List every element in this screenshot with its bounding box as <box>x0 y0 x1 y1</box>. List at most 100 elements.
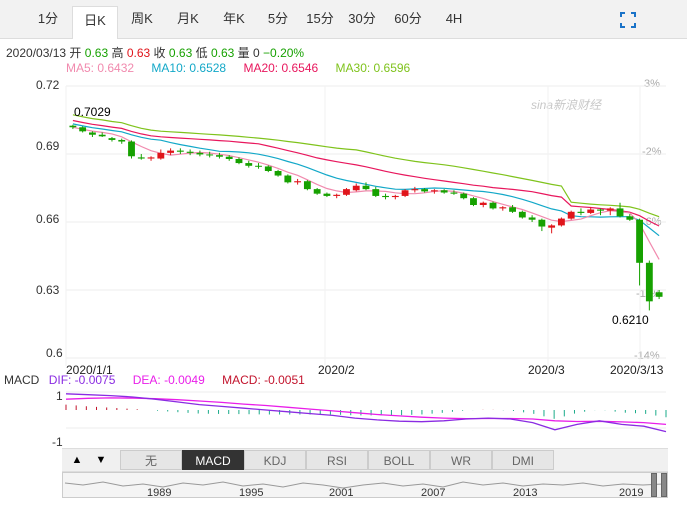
candle-body <box>196 152 204 155</box>
high-value: 0.63 <box>126 46 151 60</box>
candle-body <box>98 134 106 137</box>
ma10-legend: MA10: 0.6528 <box>151 61 227 75</box>
x-tick-label: 2020/2 <box>318 363 355 377</box>
indicator-none-button[interactable]: 无 <box>120 450 182 470</box>
candlestick-chart <box>65 85 666 366</box>
candle-body <box>128 141 135 157</box>
y-tick-label: 0.66 <box>36 212 60 226</box>
macd-label: MACD <box>4 373 40 387</box>
fullscreen-icon[interactable] <box>620 12 636 28</box>
indicator-macd-button[interactable]: MACD <box>182 450 244 470</box>
candle-body <box>225 156 233 159</box>
tab-monthly-k[interactable]: 月K <box>177 11 199 26</box>
navigator-year: 2007 <box>421 487 446 499</box>
candle-body <box>216 155 223 157</box>
candle-body <box>577 211 585 213</box>
tab-4h[interactable]: 4H <box>445 11 463 26</box>
candle-body <box>499 207 507 209</box>
range-navigator[interactable]: 1989 1995 2001 2007 2013 2019 <box>62 472 668 499</box>
ma5-legend: MA5: 0.6432 <box>66 61 135 75</box>
low-value: 0.63 <box>210 46 235 60</box>
candle-body <box>636 219 643 263</box>
tab-60min[interactable]: 60分 <box>394 11 422 26</box>
candle-body <box>235 158 243 164</box>
candle-body <box>147 157 155 159</box>
candle-body <box>450 192 458 194</box>
candle-body <box>284 175 292 183</box>
ma5-line <box>72 126 660 260</box>
candle-body <box>206 154 214 156</box>
candle-body <box>548 225 556 228</box>
macd-legend: MACD DIF: -0.0075 DEA: -0.0049 MACD: -0.… <box>4 373 319 387</box>
candle-body <box>372 189 380 196</box>
macd-chart <box>65 391 667 433</box>
candle-body <box>382 195 389 198</box>
quote-line: 2020/03/13 开 0.63 高 0.63 收 0.63 低 0.63 量… <box>6 44 304 61</box>
dea-legend: DEA: -0.0049 <box>132 373 205 387</box>
candle-body <box>137 157 145 159</box>
candle-body <box>616 208 624 217</box>
ma30-line <box>72 114 660 218</box>
y-tick-label: 0.72 <box>36 78 60 92</box>
candle-body <box>587 209 595 213</box>
volume-label: 量 <box>237 46 250 60</box>
candle-body <box>89 132 96 135</box>
candle-body <box>528 217 536 220</box>
candle-body <box>157 152 165 159</box>
open-value: 0.63 <box>84 46 109 60</box>
candle-body <box>538 219 546 227</box>
navigator-year: 1995 <box>239 487 264 499</box>
dif-legend: DIF: -0.0075 <box>48 373 116 387</box>
pct-tick-label: 3% <box>644 78 660 90</box>
high-label: 高 <box>111 46 124 60</box>
ma20-legend: MA20: 0.6546 <box>243 61 319 75</box>
max-price-annotation: 0.7029 <box>74 105 111 119</box>
tab-15min[interactable]: 15分 <box>306 11 334 26</box>
candle-body <box>245 163 253 166</box>
y-tick-label: 0.69 <box>36 139 60 153</box>
candle-body <box>264 166 272 171</box>
min-price-annotation: 0.6210 <box>612 313 649 327</box>
candle-body <box>489 202 497 209</box>
candle-body <box>655 292 663 297</box>
tab-5min[interactable]: 5分 <box>267 11 289 26</box>
navigator-right-handle[interactable] <box>661 473 667 497</box>
navigator-left-handle[interactable] <box>651 473 657 497</box>
tab-daily-k[interactable]: 日K <box>72 6 118 39</box>
period-tab-bar: 1分 日K 周K 月K 年K 5分 15分 30分 60分 4H <box>0 0 687 39</box>
candle-body <box>352 185 360 191</box>
tab-weekly-k[interactable]: 周K <box>131 11 153 26</box>
candle-body <box>255 165 262 167</box>
dea-line <box>65 397 667 426</box>
scroll-left-button[interactable]: ▲ <box>71 454 83 466</box>
candle-body <box>479 202 487 205</box>
candle-body <box>303 181 311 190</box>
candle-body <box>79 127 87 132</box>
x-tick-label: 2020/1/1 <box>66 363 113 377</box>
candle-body <box>323 193 331 196</box>
indicator-boll-button[interactable]: BOLL <box>368 450 430 470</box>
tab-1min[interactable]: 1分 <box>37 11 59 26</box>
dif-line <box>65 393 667 433</box>
candle-body <box>362 185 370 190</box>
indicator-kdj-button[interactable]: KDJ <box>244 450 306 470</box>
candle-body <box>509 207 516 212</box>
macd-y-tick: -1 <box>52 435 63 449</box>
candle-body <box>557 218 565 226</box>
quote-date: 2020/03/13 <box>6 46 67 60</box>
ma30-legend: MA30: 0.6596 <box>335 61 411 75</box>
indicator-dmi-button[interactable]: DMI <box>492 450 554 470</box>
candle-body <box>118 139 126 142</box>
candle-body <box>69 125 77 128</box>
sina-watermark: sina新浪财经 <box>531 98 602 112</box>
candle-body <box>421 189 429 192</box>
close-value: 0.63 <box>168 46 193 60</box>
scroll-right-button[interactable]: ▼ <box>95 454 107 466</box>
tab-yearly-k[interactable]: 年K <box>223 11 245 26</box>
candle-body <box>645 262 653 302</box>
indicator-rsi-button[interactable]: RSI <box>306 450 368 470</box>
indicator-wr-button[interactable]: WR <box>430 450 492 470</box>
candle-body <box>460 193 468 199</box>
tab-30min[interactable]: 30分 <box>348 11 376 26</box>
candle-body <box>343 189 350 195</box>
